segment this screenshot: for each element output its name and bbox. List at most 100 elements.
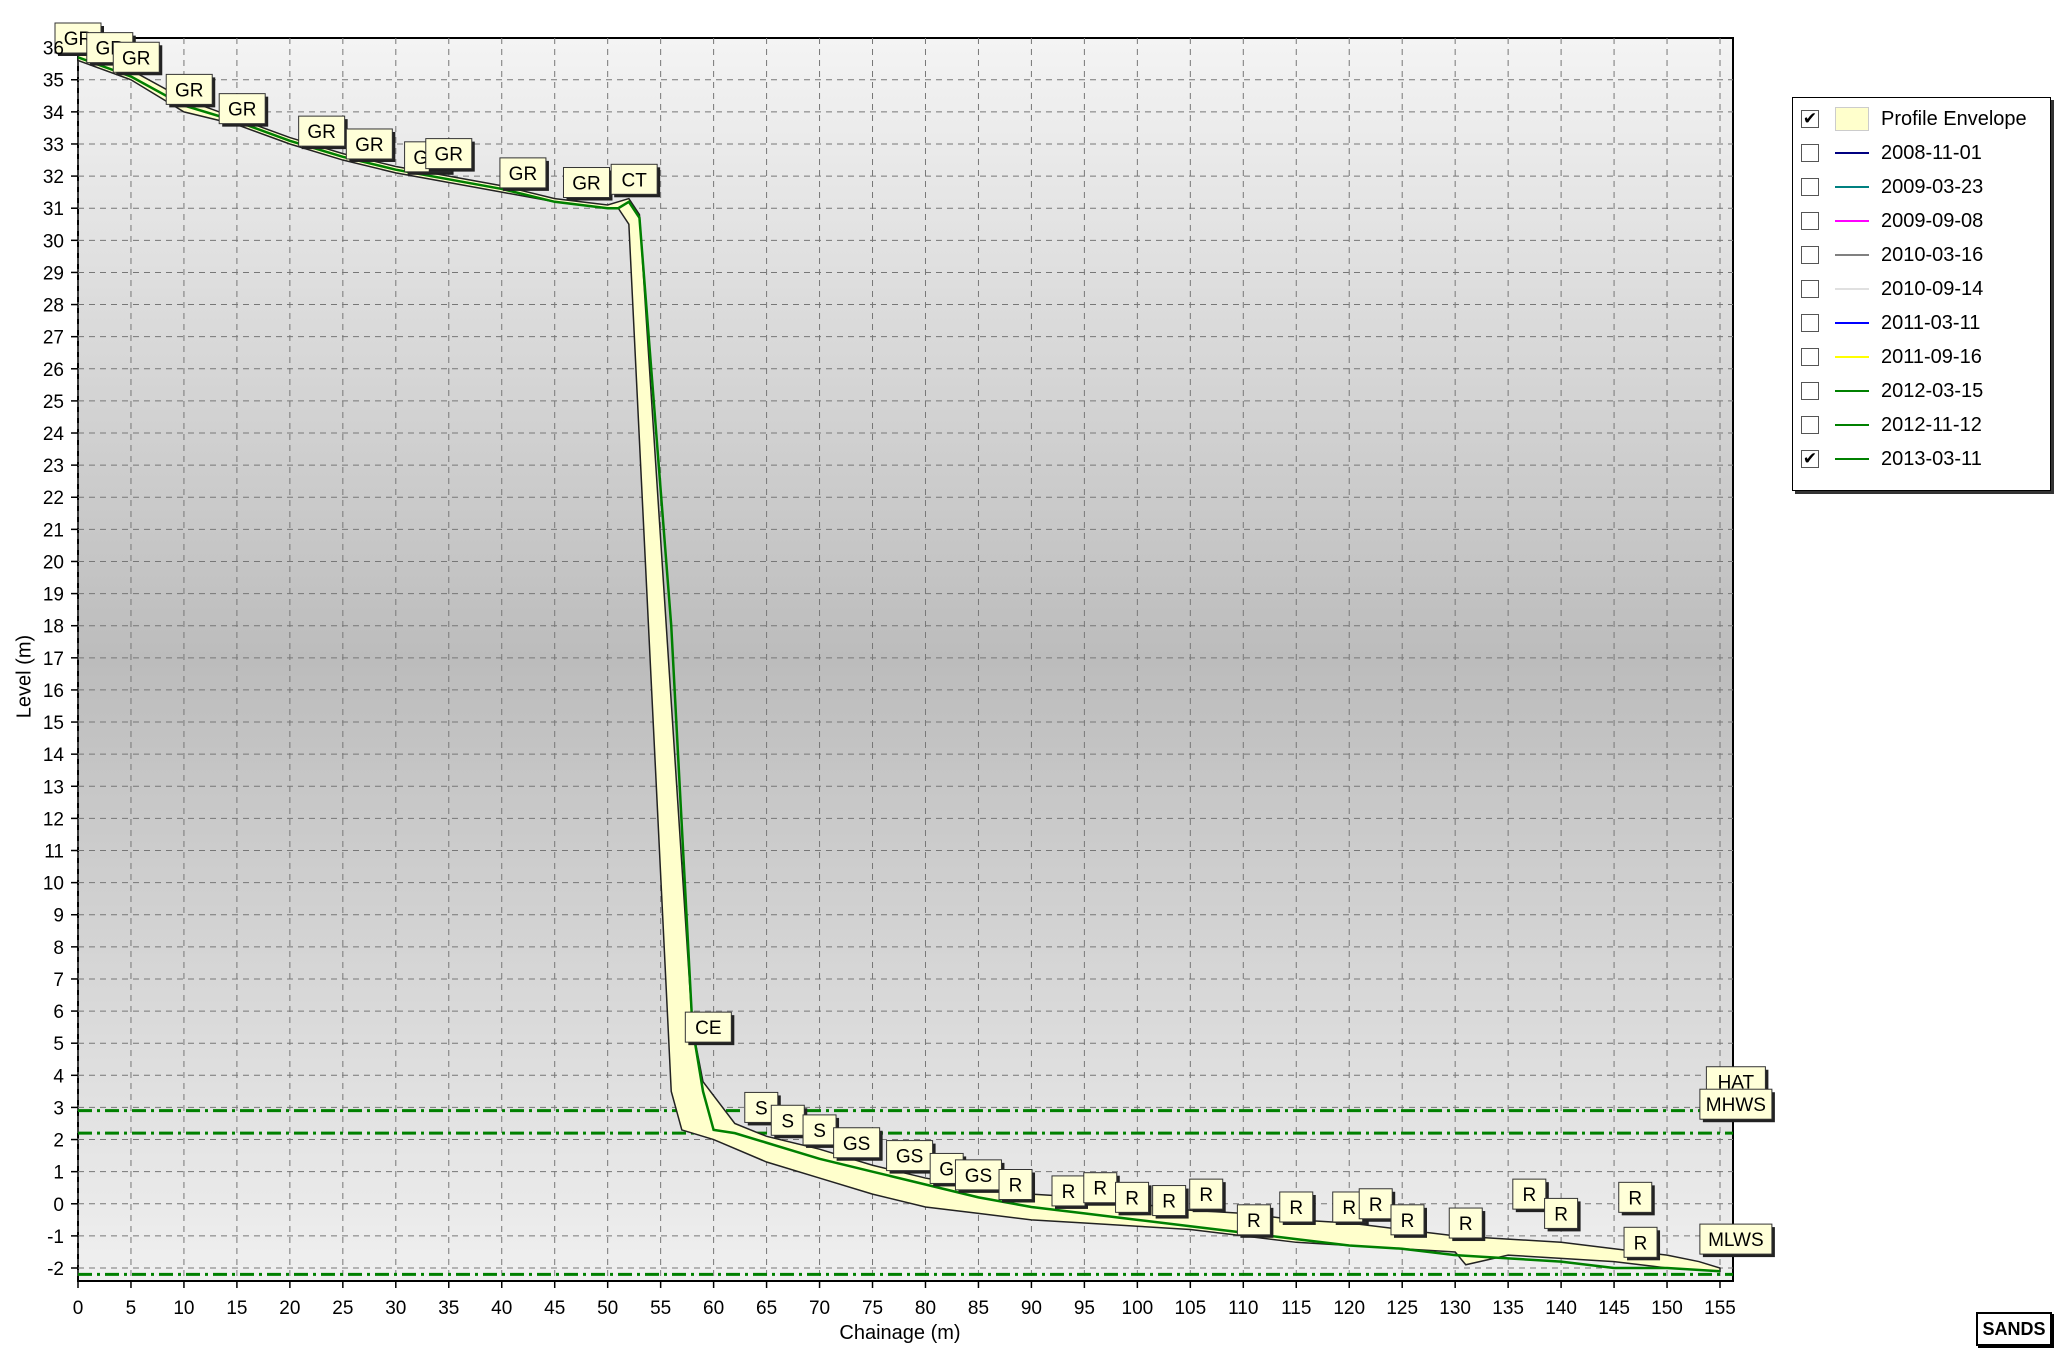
legend-swatch (1835, 288, 1869, 290)
x-tick-label: 15 (226, 1298, 247, 1319)
annotation-text: R (1093, 1179, 1107, 1200)
annotation-text: MHWS (1706, 1095, 1766, 1116)
annotation-box (1618, 1181, 1653, 1213)
legend-swatch (1835, 220, 1869, 222)
y-tick-label: 23 (43, 456, 64, 477)
legend-swatch (1835, 107, 1869, 131)
annotation-text: R (1247, 1211, 1261, 1232)
legend-checkbox[interactable]: ✔ (1801, 449, 1819, 468)
annotation-box (1390, 1204, 1425, 1236)
annotation-label: R (1236, 1204, 1274, 1238)
annotation-box (425, 138, 473, 170)
legend-checkbox[interactable] (1801, 280, 1819, 298)
y-tick-label: 28 (43, 296, 64, 317)
annotation-label: R (1448, 1207, 1486, 1242)
annotations: GRGRGRGRGRGRGRGRGRGRGRCTCESSSGSGSGGSRRRR… (54, 22, 1775, 1261)
y-tick-label: 6 (53, 1002, 64, 1023)
annotation-text: R (1628, 1188, 1642, 1209)
y-tick-label: 7 (53, 970, 64, 991)
legend-label: 2009-03-23 (1881, 176, 1984, 198)
annotation-text: HAT (1718, 1073, 1755, 1094)
legend-checkbox[interactable] (1801, 212, 1819, 230)
y-tick-label: 10 (43, 874, 64, 895)
annotation-label: GS (886, 1140, 936, 1174)
y-tick-label: 19 (43, 585, 64, 606)
legend-checkbox[interactable] (1801, 144, 1819, 162)
x-tick-label: 5 (126, 1298, 137, 1319)
legend-item-2011-03-11: 2011-03-11 (1793, 306, 2050, 340)
annotation-box (112, 41, 160, 73)
y-tick-label: 12 (43, 809, 64, 830)
legend-checkbox[interactable] (1801, 314, 1819, 332)
annotation-text: GR (64, 29, 93, 50)
legend-swatch (1835, 254, 1869, 256)
y-tick-label: 11 (44, 842, 64, 863)
annotation-box (610, 163, 658, 195)
legend-item-2012-03-15: 2012-03-15 (1793, 374, 2050, 408)
y-tick-label: 8 (53, 938, 64, 959)
annotation-box (298, 115, 346, 147)
annotation-text: CT (621, 170, 647, 191)
annotation-label: GR (499, 157, 549, 191)
annotation-label: GS (833, 1127, 883, 1161)
y-tick-label: 9 (53, 906, 64, 927)
x-tick-label: 40 (491, 1298, 512, 1319)
legend-swatch (1835, 390, 1869, 392)
annotation-text: R (1199, 1185, 1213, 1206)
legend-label: 2013-03-11 (1881, 448, 1982, 470)
y-tick-label: 1 (53, 1163, 64, 1184)
y-tick-label: 14 (43, 745, 65, 766)
annotation-label: R (1115, 1181, 1152, 1216)
legend-checkbox[interactable] (1801, 382, 1819, 400)
x-tick-label: 50 (597, 1298, 618, 1319)
legend-checkbox[interactable] (1801, 178, 1819, 196)
annotation-text: S (781, 1111, 794, 1132)
annotation-label: S (802, 1114, 840, 1148)
annotation-text: R (1634, 1233, 1648, 1254)
annotation-label: R (1279, 1191, 1316, 1225)
y-tick-label: 32 (43, 167, 64, 188)
y-tick-label: 21 (43, 520, 64, 541)
legend-checkbox[interactable] (1801, 348, 1819, 366)
annotation-label: MLWS (1699, 1223, 1775, 1258)
x-tick-label: 55 (650, 1298, 671, 1319)
x-tick-label: 65 (756, 1298, 777, 1319)
legend-swatch (1835, 356, 1869, 358)
legend-checkbox[interactable] (1801, 416, 1819, 434)
y-tick-label: 16 (43, 681, 64, 702)
legend-item-profile-envelope: ✔ Profile Envelope (1793, 102, 2050, 136)
annotation-box (1115, 1181, 1150, 1213)
legend-item-2011-09-16: 2011-09-16 (1793, 340, 2050, 374)
legend-checkbox[interactable] (1801, 246, 1819, 264)
x-tick-label: 135 (1492, 1298, 1524, 1319)
annotation-box (1358, 1188, 1393, 1220)
annotation-text: G (939, 1159, 954, 1180)
annotation-box (1623, 1226, 1658, 1258)
annotation-box (833, 1127, 881, 1159)
y-tick-label: 20 (43, 552, 64, 573)
y-tick-label-top: 36 (43, 39, 64, 60)
x-tick-label: 95 (1074, 1298, 1095, 1319)
legend-checkbox[interactable]: ✔ (1801, 109, 1819, 128)
annotation-text: GR (228, 100, 257, 121)
annotation-box (1279, 1191, 1314, 1223)
y-tick-label: 3 (53, 1098, 64, 1119)
legend-swatch (1835, 322, 1869, 324)
x-axis-ticks: 0 5 10 15 20 25 30 35 40 45 50 55 60 65 70 75 80 85 90 95 10… (73, 1281, 1736, 1319)
annotation-label: GR (165, 73, 216, 108)
x-tick-label: 115 (1281, 1298, 1311, 1319)
annotation-box (1448, 1207, 1483, 1239)
y-tick-label: 30 (43, 231, 64, 252)
annotation-label: GS (954, 1159, 1005, 1193)
annotation-text: R (1369, 1195, 1383, 1216)
y-tick-label: 13 (43, 777, 64, 798)
annotation-text: GR (435, 145, 464, 166)
annotation-label: S (770, 1104, 808, 1139)
annotation-box (562, 167, 610, 199)
legend-label: 2008-11-01 (1881, 142, 1982, 164)
annotation-text: GR (175, 80, 204, 101)
legend-label: 2012-03-15 (1881, 380, 1984, 402)
y-tick-label: -1 (47, 1227, 64, 1248)
x-tick-label: 120 (1333, 1298, 1365, 1319)
x-tick-label: 85 (968, 1298, 989, 1319)
